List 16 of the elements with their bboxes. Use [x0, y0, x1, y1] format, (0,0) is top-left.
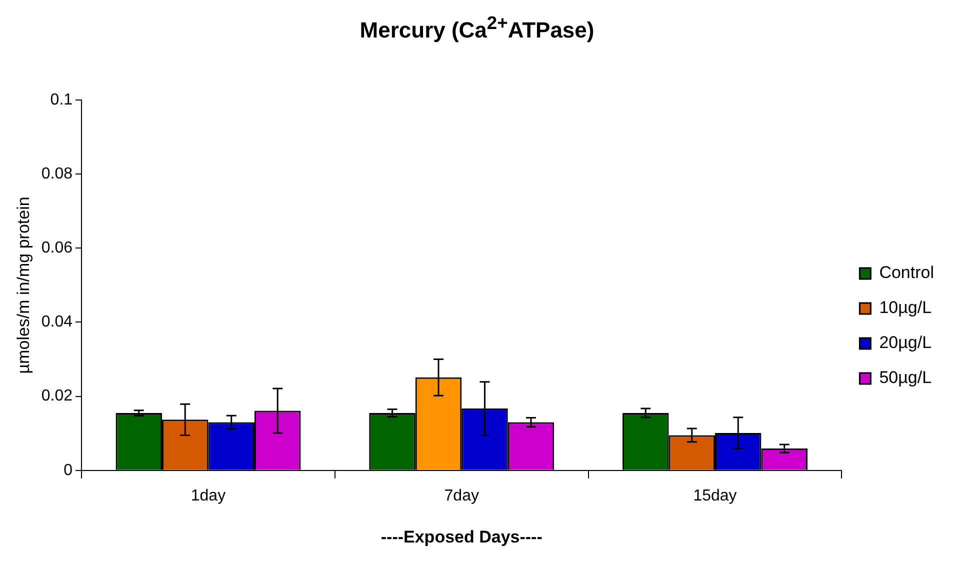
y-tick-label: 0.02: [41, 388, 73, 405]
x-tick-label: 7day: [444, 487, 479, 504]
y-axis-title: µmoles/m in/mg protein: [14, 196, 33, 374]
chart-title: Mercury (Ca$^{2+}$ATPase): [358, 12, 596, 44]
x-axis-title: ----Exposed Days----: [380, 527, 542, 546]
y-tick-label: 0.08: [41, 165, 73, 182]
y-tick-label: 0.1: [50, 91, 73, 108]
legend-label: 50µg/L: [879, 368, 932, 388]
y-tick-label: 0.06: [41, 240, 73, 257]
x-tick-label: 15day: [693, 487, 737, 504]
legend-label: 10µg/L: [879, 298, 932, 318]
legend-label: Control: [879, 263, 934, 282]
x-tick-label: 1day: [190, 487, 226, 504]
legend-label: 20µg/L: [879, 333, 932, 352]
y-tick-label: 0: [64, 462, 73, 479]
y-tick-label: 0.04: [41, 314, 73, 331]
